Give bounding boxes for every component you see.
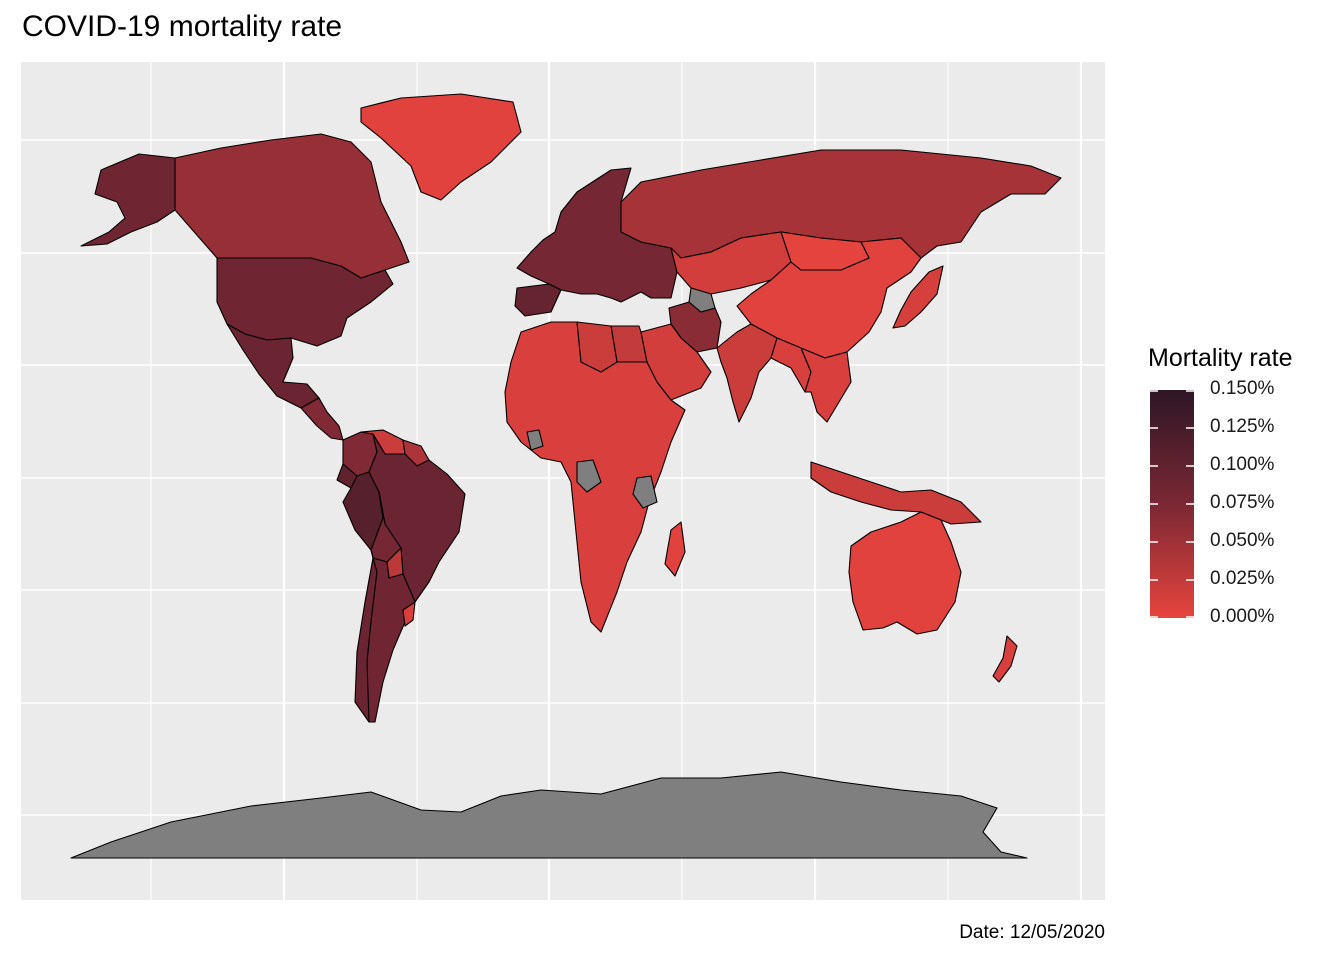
legend-label: 0.100%	[1210, 454, 1275, 475]
date-caption: Date: 12/05/2020	[959, 922, 1105, 943]
legend-label: 0.025%	[1210, 568, 1275, 589]
region-uruguay	[402, 601, 416, 627]
region-mexico	[226, 323, 320, 409]
legend-title: Mortality rate	[1148, 344, 1293, 372]
region-argentina	[366, 557, 416, 723]
legend-colorbar	[1150, 390, 1194, 618]
region-greenland	[360, 93, 522, 201]
region-libya	[576, 321, 618, 373]
region-congo-region	[576, 459, 602, 493]
region-tanzania	[632, 475, 658, 509]
region-india	[716, 323, 778, 423]
legend-label: 0.125%	[1210, 416, 1275, 437]
legend-label: 0.075%	[1210, 492, 1275, 513]
map-panel	[21, 62, 1105, 900]
region-turkmenistan	[688, 287, 716, 313]
region-indonesia	[810, 461, 982, 525]
world-map	[21, 62, 1105, 900]
region-mongolia	[780, 231, 870, 271]
region-canada	[174, 133, 410, 279]
legend: Mortality rate 0.150% 0.125% 0.100% 0.075% 0…	[1148, 344, 1338, 634]
region-new-zealand	[992, 635, 1018, 683]
region-madagascar	[664, 521, 686, 577]
region-arabian-peninsula	[640, 323, 712, 401]
region-brazil	[368, 433, 466, 603]
region-alaska-us	[80, 153, 176, 247]
region-antarctica	[70, 771, 1028, 859]
region-australia	[848, 511, 962, 635]
legend-label: 0.000%	[1210, 606, 1275, 627]
region-spain	[514, 283, 562, 317]
region-southeast-asia	[800, 347, 852, 423]
region-japan	[892, 265, 944, 329]
region-ivory-coast-region	[526, 429, 544, 451]
chart-title: COVID-19 mortality rate	[22, 10, 343, 43]
map-regions	[70, 93, 1062, 859]
region-central-america	[300, 397, 344, 441]
legend-label: 0.050%	[1210, 530, 1275, 551]
legend-label: 0.150%	[1210, 378, 1275, 399]
